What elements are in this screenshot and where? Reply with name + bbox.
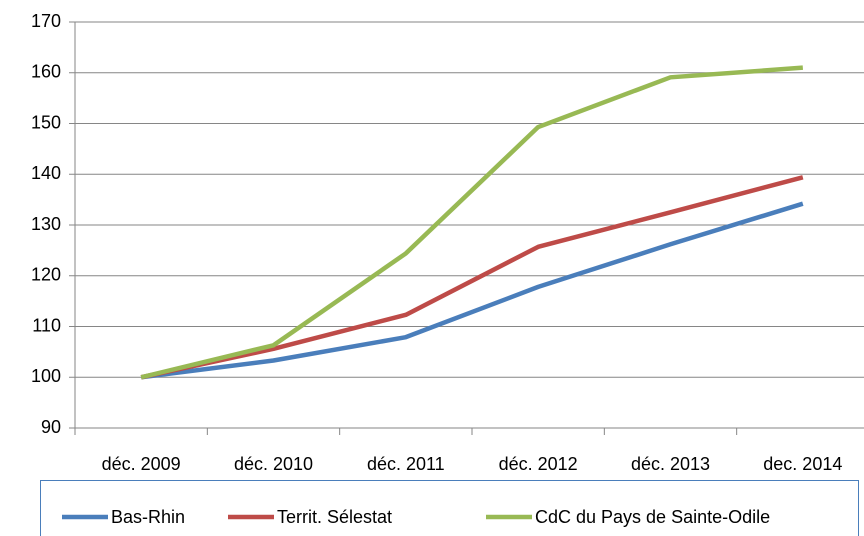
legend-label: CdC du Pays de Sainte-Odile (535, 507, 770, 527)
legend-label: Territ. Sélestat (277, 507, 392, 527)
y-tick-label: 100 (31, 366, 61, 386)
y-tick-label: 110 (32, 315, 61, 335)
data-line (140, 65, 803, 380)
x-tick-label: déc. 2009 (102, 454, 181, 474)
y-tick-label: 160 (31, 62, 61, 82)
x-tick-label: déc. 2011 (367, 454, 445, 474)
x-tick-label: déc. 2013 (631, 454, 710, 474)
x-tick-label: déc. 2010 (234, 454, 313, 474)
legend-box (40, 480, 859, 536)
y-tick-label: 170 (31, 11, 61, 31)
y-tick-label: 130 (31, 214, 61, 234)
y-tick-label: 90 (41, 417, 61, 437)
y-tick-label: 150 (31, 112, 61, 132)
x-tick-label: déc. 2012 (499, 454, 578, 474)
legend-label: Bas-Rhin (111, 507, 185, 527)
y-tick-label: 140 (31, 163, 61, 183)
data-line (140, 201, 804, 380)
data-line (140, 175, 804, 380)
x-tick-label: dec. 2014 (763, 454, 842, 474)
y-tick-label: 120 (31, 265, 61, 285)
